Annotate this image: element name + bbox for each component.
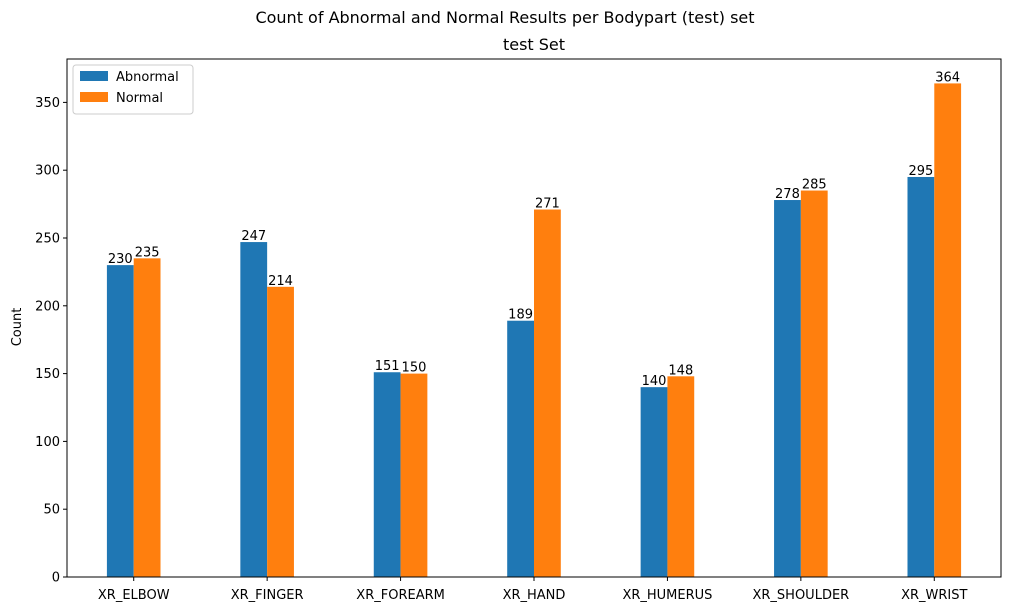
bar-normal-xr_forearm	[400, 373, 428, 577]
plot-frame	[66, 58, 1002, 578]
x-tick-label: XR_HAND	[503, 588, 566, 603]
bar-abnormal-xr_finger	[240, 242, 268, 577]
y-axis-label: Count	[10, 308, 25, 347]
legend-label-abnormal: Abnormal	[116, 70, 179, 85]
value-label-abnormal-xr_shoulder: 278	[775, 187, 800, 202]
value-label-normal-xr_wrist: 364	[935, 70, 960, 85]
bar-abnormal-xr_humerus	[640, 387, 668, 577]
y-tick-label: 0	[52, 571, 60, 586]
y-tick-label: 350	[35, 96, 60, 111]
bar-normal-xr_shoulder	[800, 190, 828, 577]
bar-abnormal-xr_wrist	[907, 176, 935, 577]
bars-group	[106, 83, 962, 577]
legend-swatch-normal	[80, 92, 108, 102]
value-label-normal-xr_finger: 214	[268, 274, 293, 289]
value-label-normal-xr_humerus: 148	[668, 363, 693, 378]
bar-normal-xr_finger	[267, 286, 294, 577]
bar-normal-xr_humerus	[667, 376, 695, 577]
value-label-normal-xr_forearm: 150	[402, 361, 427, 376]
bar-abnormal-xr_hand	[507, 320, 534, 577]
value-label-abnormal-xr_elbow: 230	[108, 252, 133, 267]
y-tick-label: 50	[43, 503, 60, 518]
value-label-abnormal-xr_hand: 189	[508, 308, 533, 323]
value-label-abnormal-xr_finger: 247	[241, 229, 266, 244]
chart-suptitle: Count of Abnormal and Normal Results per…	[255, 8, 754, 27]
x-tick-label: XR_FINGER	[231, 588, 304, 603]
bar-abnormal-xr_shoulder	[774, 200, 801, 577]
y-tick-label: 150	[35, 367, 60, 382]
bar-normal-xr_wrist	[934, 83, 962, 577]
x-tick-label: XR_ELBOW	[98, 588, 170, 603]
bar-normal-xr_hand	[534, 209, 561, 577]
y-tick-label: 300	[35, 164, 60, 179]
x-tick-label: XR_HUMERUS	[622, 588, 712, 603]
x-tick-label: XR_WRIST	[901, 588, 967, 603]
y-axis: 0 50 100 150 200 250 300 350	[35, 96, 67, 586]
legend-swatch-abnormal	[80, 71, 108, 81]
x-tick-label: XR_SHOULDER	[752, 588, 849, 603]
legend-label-normal: Normal	[116, 91, 163, 106]
value-label-normal-xr_hand: 271	[535, 197, 560, 212]
x-tick-label: XR_FOREARM	[356, 588, 445, 603]
bar-abnormal-xr_elbow	[106, 265, 134, 577]
y-tick-label: 100	[35, 435, 60, 450]
chart-title: test Set	[503, 35, 565, 54]
value-label-abnormal-xr_forearm: 151	[375, 359, 400, 374]
y-tick-label: 250	[35, 231, 60, 246]
y-tick-label: 200	[35, 299, 60, 314]
x-axis: XR_ELBOW XR_FINGER XR_FOREARM XR_HAND XR_HUM…	[98, 577, 968, 603]
bar-abnormal-xr_forearm	[373, 372, 401, 577]
value-label-abnormal-xr_humerus: 140	[642, 374, 667, 389]
legend: Abnormal Normal	[72, 64, 194, 115]
value-label-normal-xr_shoulder: 285	[802, 178, 827, 193]
value-label-normal-xr_elbow: 235	[135, 245, 160, 260]
value-label-abnormal-xr_wrist: 295	[908, 164, 933, 179]
bar-normal-xr_elbow	[133, 258, 161, 577]
